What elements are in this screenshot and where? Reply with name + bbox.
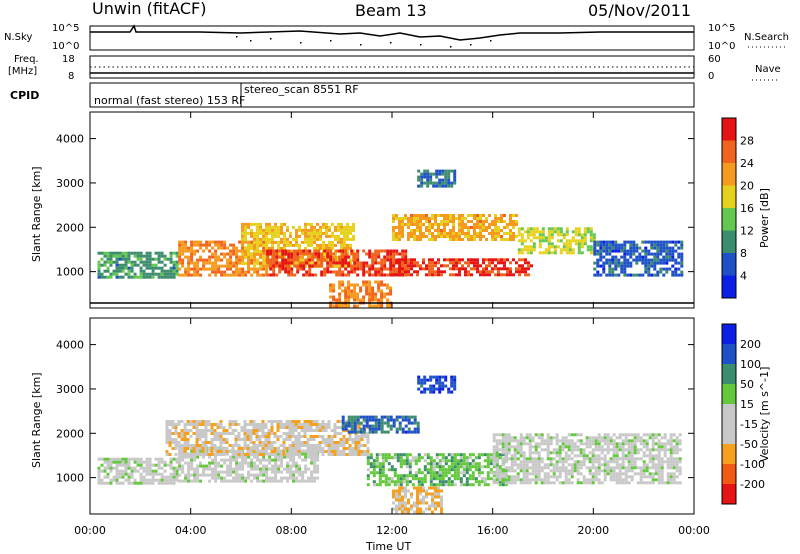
velocity-colorbar-segment — [722, 384, 736, 404]
beam-title: Beam 13 — [355, 1, 427, 20]
power-colorbar-segment — [722, 275, 736, 298]
noise-left-tick-top: 10^5 — [52, 23, 79, 34]
velocity-region — [341, 415, 420, 434]
velocity-region — [392, 486, 443, 514]
velocity-colorbar: -200 -100 -50 -15 15 50 100 200 — [721, 323, 765, 505]
power-colorbar-tick: 4 — [740, 270, 747, 283]
velocity-colorbar-tick: -200 — [740, 478, 765, 491]
freq-tick-bottom: 8 — [68, 71, 74, 82]
power-ylabel: Slant Range [km] — [30, 166, 43, 262]
x-tick-label: 00:00 — [678, 524, 710, 537]
velocity-colorbar-tick: 200 — [740, 338, 761, 351]
power-colorbar-tick: 16 — [740, 202, 754, 215]
noise-panel-frame — [89, 25, 695, 51]
power-ytick-label: 2000 — [56, 221, 84, 234]
noise-right-tick-top: 10^5 — [708, 23, 735, 34]
power-colorbar: 4 8 12 16 20 24 28 — [721, 117, 754, 299]
power-colorbar-tick: 24 — [740, 157, 754, 170]
freq-tick-top: 18 — [62, 54, 75, 65]
power-colorbar-segment — [722, 140, 736, 163]
freq-label-1: Freq. — [14, 54, 39, 65]
velocity-colorbar-tick: 50 — [740, 378, 754, 391]
power-region — [517, 227, 596, 255]
velocity-colorbar-segment — [722, 324, 736, 344]
power-region — [97, 251, 179, 279]
noise-search-dots — [236, 36, 492, 48]
power-region — [417, 169, 457, 188]
cpid-panel-frame — [89, 82, 695, 108]
power-region — [593, 240, 684, 277]
cpid-entry-stereo: stereo_scan 8551 RF — [244, 83, 359, 96]
velocity-colorbar-tick: -15 — [740, 418, 758, 431]
velocity-colorbar-segment — [722, 404, 736, 424]
velocity-colorbar-tick: -100 — [740, 458, 765, 471]
x-tick-label: 08:00 — [275, 524, 307, 537]
nave-label: Nave — [755, 64, 781, 75]
velocity-ytick-label: 4000 — [56, 339, 84, 352]
date-title: 05/Nov/2011 — [588, 1, 691, 20]
x-tick-label: 16:00 — [477, 524, 509, 537]
power-region — [392, 258, 533, 277]
power-colorbar-tick: 28 — [740, 135, 754, 148]
velocity-colorbar-segment — [722, 484, 736, 504]
power-colorbar-segment — [722, 208, 736, 231]
velocity-yticks: 1000 2000 3000 4000 — [56, 339, 694, 485]
velocity-colorbar-segment — [722, 424, 736, 444]
power-ytick-label: 4000 — [56, 133, 84, 146]
power-yticks: 1000 2000 3000 4000 — [56, 133, 694, 279]
velocity-region — [366, 453, 508, 487]
cpid-entry-normal: normal (fast stereo) 153 RF — [94, 94, 245, 107]
cpid-label: CPID — [10, 89, 39, 102]
noise-right-label: N.Search — [744, 32, 789, 43]
power-colorbar-tick: 12 — [740, 225, 754, 238]
noise-right-tick-bottom: 10^0 — [708, 41, 735, 52]
velocity-colorbar-label: Velocity [m s^-1] — [758, 367, 771, 462]
power-ytick-label: 1000 — [56, 266, 84, 279]
velocity-region — [492, 433, 682, 485]
station-title: Unwin (fitACF) — [92, 0, 206, 18]
noise-sky-trace — [90, 24, 694, 41]
power-colorbar-segment — [722, 163, 736, 186]
power-colorbar-tick: 8 — [740, 247, 747, 260]
velocity-colorbar-segment — [722, 364, 736, 384]
x-axis-label: Time UT — [365, 540, 411, 553]
power-colorbar-segment — [722, 230, 736, 253]
power-colorbar-tick: 20 — [740, 180, 754, 193]
velocity-colorbar-tick: 15 — [740, 398, 754, 411]
power-ytick-label: 3000 — [56, 177, 84, 190]
velocity-region — [97, 457, 179, 485]
power-colorbar-label: Power [dB] — [758, 188, 771, 248]
velocity-ytick-label: 3000 — [56, 383, 84, 396]
x-tick-label: 00:00 — [74, 524, 106, 537]
nave-tick-top: 60 — [708, 54, 721, 65]
noise-left-label: N.Sky — [4, 32, 32, 43]
x-tick-label: 20:00 — [577, 524, 609, 537]
velocity-colorbar-tick: -50 — [740, 438, 758, 451]
velocity-colorbar-tick: 100 — [740, 358, 761, 371]
x-tick-label: 04:00 — [175, 524, 207, 537]
noise-left-tick-bottom: 10^0 — [52, 41, 79, 52]
velocity-ytick-label: 1000 — [56, 472, 84, 485]
velocity-data-layer — [97, 375, 682, 514]
nave-tick-bottom: 0 — [708, 71, 714, 82]
power-colorbar-segment — [722, 253, 736, 276]
velocity-ytick-label: 2000 — [56, 427, 84, 440]
power-data-layer — [97, 169, 684, 308]
velocity-region — [165, 420, 370, 456]
x-axis-ticks: 00:00 04:00 08:00 12:00 16:00 20:00 00:00 — [74, 112, 710, 537]
x-tick-label: 12:00 — [376, 524, 408, 537]
power-panel-frame — [89, 111, 695, 309]
power-region — [392, 214, 518, 241]
power-colorbar-segment — [722, 185, 736, 208]
velocity-ylabel: Slant Range [km] — [30, 372, 43, 468]
velocity-colorbar-segment — [722, 344, 736, 364]
freq-label-2: [MHz] — [8, 66, 37, 77]
velocity-region — [417, 375, 457, 394]
power-colorbar-segment — [722, 118, 736, 141]
velocity-colorbar-segment — [722, 464, 736, 484]
velocity-colorbar-segment — [722, 444, 736, 464]
